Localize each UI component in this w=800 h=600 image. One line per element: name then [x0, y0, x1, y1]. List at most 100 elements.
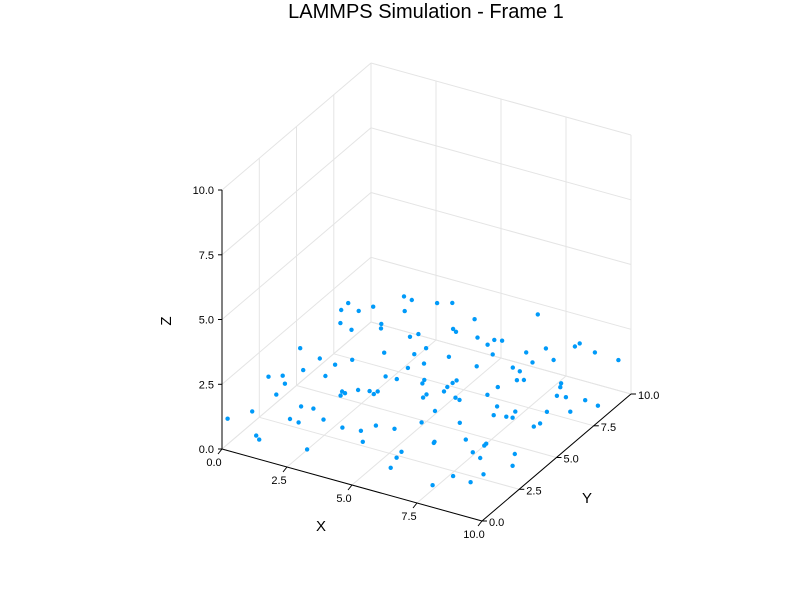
data-point: [484, 441, 489, 446]
data-point: [475, 335, 480, 340]
data-point: [356, 308, 361, 314]
grid-line: [416, 375, 567, 504]
data-point: [453, 395, 458, 400]
z-tick-label: 5.0: [199, 315, 214, 327]
data-point: [485, 342, 490, 347]
data-point: [250, 409, 255, 414]
data-point: [423, 346, 429, 351]
data-point: [382, 350, 387, 355]
data-point: [592, 350, 598, 355]
data-point: [274, 392, 279, 397]
data-point: [499, 338, 505, 343]
data-point: [422, 377, 427, 383]
data-point: [531, 424, 536, 429]
data-point: [434, 300, 440, 306]
data-point: [491, 413, 496, 418]
data-point: [412, 352, 417, 357]
data-point: [446, 354, 452, 359]
data-point: [512, 451, 517, 457]
x-tick: [347, 484, 353, 491]
data-point: [563, 395, 569, 400]
data-point: [332, 362, 338, 367]
data-point: [338, 393, 343, 398]
x-tick-label: 7.5: [401, 511, 416, 523]
data-point: [346, 300, 351, 306]
data-point: [367, 388, 372, 394]
data-point: [225, 416, 230, 421]
data-point: [373, 423, 379, 428]
data-point: [474, 364, 479, 369]
y-axis-label: Y: [582, 490, 592, 507]
grid-line: [370, 321, 632, 395]
data-point: [457, 420, 462, 425]
axis-ticks: 0.00.00.02.52.52.55.05.05.07.57.57.510.0…: [193, 185, 660, 541]
data-point: [472, 317, 477, 322]
data-point: [401, 294, 407, 299]
data-point: [492, 337, 497, 343]
chart-title: LAMMPS Simulation - Frame 1: [288, 1, 564, 23]
data-point: [554, 393, 560, 398]
data-point: [485, 392, 490, 397]
data-point: [287, 416, 293, 422]
z-tick-label: 0.0: [199, 444, 214, 456]
data-point: [257, 437, 262, 442]
x-tick: [477, 520, 483, 527]
data-point: [450, 300, 455, 306]
data-point: [577, 341, 582, 346]
y-tick-label: 10.0: [638, 390, 659, 402]
data-point: [510, 415, 515, 420]
data-point: [266, 374, 271, 379]
x-tick: [217, 448, 223, 455]
x-tick-label: 2.5: [271, 475, 286, 487]
z-tick-label: 10.0: [193, 185, 214, 197]
data-point: [432, 408, 438, 414]
data-point: [558, 385, 563, 390]
data-point: [504, 414, 509, 419]
data-point: [495, 384, 500, 390]
data-point: [298, 346, 303, 351]
data-point: [339, 307, 344, 313]
data-point: [524, 350, 529, 355]
data-point: [349, 327, 354, 332]
data-point: [355, 387, 361, 393]
grid-line: [370, 192, 632, 265]
data-point: [419, 420, 424, 425]
data-point: [371, 391, 376, 397]
data-point: [394, 455, 399, 460]
data-point: [421, 361, 427, 366]
data-point: [537, 421, 543, 426]
grid-lines: [221, 62, 632, 522]
data-point: [323, 373, 328, 379]
z-tick-label: 2.5: [199, 379, 214, 391]
grid-line: [370, 127, 632, 201]
data-point: [450, 326, 456, 332]
data-point: [454, 378, 459, 383]
x-tick: [282, 466, 288, 473]
data-point: [296, 420, 301, 425]
grid-line: [370, 62, 632, 136]
x-axis-label: X: [316, 518, 326, 535]
data-point: [383, 374, 388, 379]
data-point: [445, 384, 450, 390]
data-point: [517, 369, 522, 374]
data-point: [481, 472, 486, 477]
data-point: [572, 344, 578, 349]
data-point: [304, 447, 310, 452]
data-point: [450, 380, 455, 386]
z-tick-label: 7.5: [199, 250, 214, 262]
data-point: [379, 321, 384, 327]
y-tick-label: 0.0: [489, 517, 504, 529]
data-point: [616, 357, 621, 363]
data-point: [340, 425, 345, 430]
data-point: [350, 357, 355, 362]
x-tick-label: 0.0: [206, 457, 221, 469]
data-point: [321, 417, 326, 422]
data-point: [358, 428, 364, 433]
data-point: [510, 365, 515, 370]
data-point: [441, 389, 447, 394]
data-point: [453, 329, 459, 334]
data-point: [254, 433, 259, 438]
data-point: [551, 357, 556, 363]
data-point: [360, 439, 365, 444]
